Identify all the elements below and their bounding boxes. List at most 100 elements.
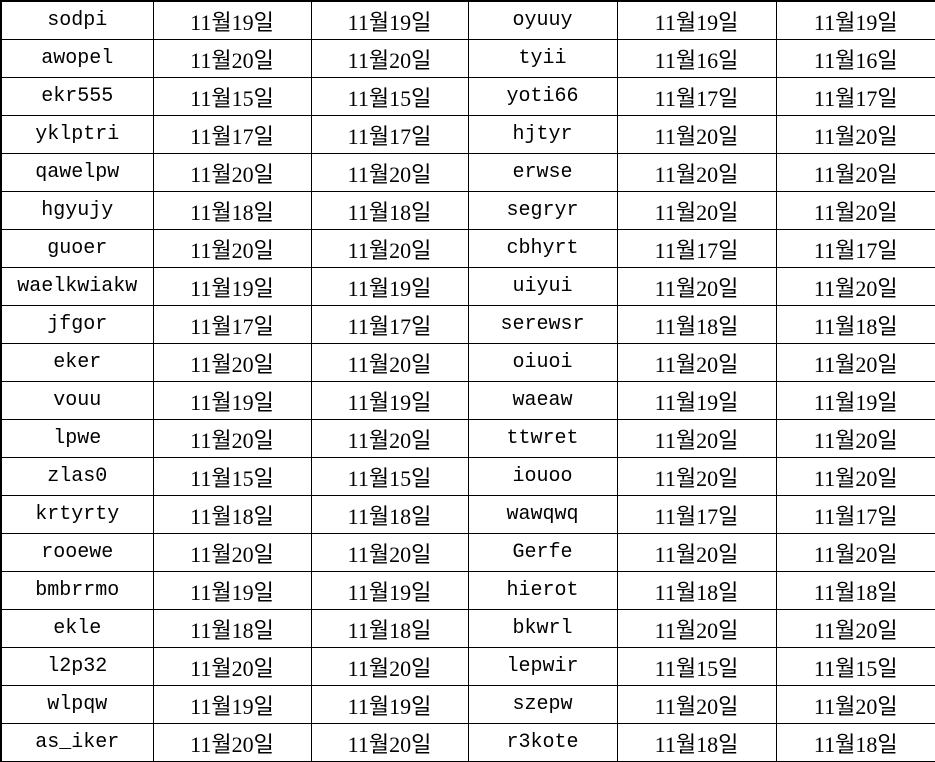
date-cell: 11월20일 bbox=[152, 343, 312, 382]
date-cell: 11월19일 bbox=[310, 0, 469, 40]
date-cell: 11월19일 bbox=[310, 381, 469, 420]
date-cell: 11월19일 bbox=[152, 381, 312, 420]
date-cell: 11월19일 bbox=[616, 0, 777, 40]
date-cell: 11월18일 bbox=[775, 723, 935, 762]
identifier-cell: ttwret bbox=[467, 419, 618, 458]
identifier-cell: rooewe bbox=[0, 533, 154, 572]
date-cell: 11월20일 bbox=[152, 647, 312, 686]
table-row: qawelpw 11월20일 11월20일 erwse 11월20일 11월20일 bbox=[0, 153, 935, 192]
identifier-cell: ekle bbox=[0, 609, 154, 648]
date-cell: 11월19일 bbox=[310, 267, 469, 306]
identifier-cell: cbhyrt bbox=[467, 229, 618, 268]
identifier-cell: hierot bbox=[467, 571, 618, 610]
identifier-cell: eker bbox=[0, 343, 154, 382]
table-row: bmbrrmo 11월19일 11월19일 hierot 11월18일 11월18일 bbox=[0, 571, 935, 610]
date-cell: 11월18일 bbox=[775, 571, 935, 610]
date-cell: 11월20일 bbox=[152, 723, 312, 762]
identifier-cell: oiuoi bbox=[467, 343, 618, 382]
identifier-cell: oyuuy bbox=[467, 0, 618, 40]
identifier-cell: wlpqw bbox=[0, 685, 154, 724]
date-cell: 11월16일 bbox=[616, 39, 777, 78]
date-cell: 11월18일 bbox=[152, 495, 312, 534]
identifier-cell: serewsr bbox=[467, 305, 618, 344]
identifier-cell: bkwrl bbox=[467, 609, 618, 648]
date-cell: 11월20일 bbox=[616, 457, 777, 496]
date-cell: 11월20일 bbox=[775, 609, 935, 648]
date-cell: 11월18일 bbox=[775, 305, 935, 344]
date-cell: 11월20일 bbox=[310, 153, 469, 192]
table-row: sodpi 11월19일 11월19일 oyuuy 11월19일 11월19일 bbox=[0, 0, 935, 40]
table-row: ekle 11월18일 11월18일 bkwrl 11월20일 11월20일 bbox=[0, 609, 935, 648]
table-row: lpwe 11월20일 11월20일 ttwret 11월20일 11월20일 bbox=[0, 419, 935, 458]
date-cell: 11월20일 bbox=[310, 39, 469, 78]
date-cell: 11월15일 bbox=[152, 457, 312, 496]
date-cell: 11월17일 bbox=[310, 305, 469, 344]
date-cell: 11월19일 bbox=[310, 685, 469, 724]
identifier-cell: erwse bbox=[467, 153, 618, 192]
date-cell: 11월20일 bbox=[310, 723, 469, 762]
identifier-cell: bmbrrmo bbox=[0, 571, 154, 610]
date-cell: 11월20일 bbox=[616, 685, 777, 724]
date-cell: 11월20일 bbox=[152, 533, 312, 572]
date-cell: 11월17일 bbox=[775, 495, 935, 534]
date-cell: 11월19일 bbox=[775, 0, 935, 40]
identifier-cell: segryr bbox=[467, 191, 618, 230]
identifier-cell: yklptri bbox=[0, 115, 154, 154]
date-cell: 11월15일 bbox=[775, 647, 935, 686]
table-row: hgyujy 11월18일 11월18일 segryr 11월20일 11월20일 bbox=[0, 191, 935, 230]
date-cell: 11월20일 bbox=[616, 267, 777, 306]
table-row: krtyrty 11월18일 11월18일 wawqwq 11월17일 11월17일 bbox=[0, 495, 935, 534]
date-cell: 11월19일 bbox=[775, 381, 935, 420]
table-row: zlas0 11월15일 11월15일 iouoo 11월20일 11월20일 bbox=[0, 457, 935, 496]
date-cell: 11월15일 bbox=[152, 77, 312, 116]
date-cell: 11월18일 bbox=[616, 305, 777, 344]
date-cell: 11월20일 bbox=[310, 229, 469, 268]
date-cell: 11월20일 bbox=[152, 229, 312, 268]
identifier-cell: lpwe bbox=[0, 419, 154, 458]
identifier-cell: hjtyr bbox=[467, 115, 618, 154]
date-cell: 11월20일 bbox=[616, 533, 777, 572]
date-cell: 11월20일 bbox=[775, 533, 935, 572]
date-cell: 11월20일 bbox=[616, 609, 777, 648]
identifier-cell: uiyui bbox=[467, 267, 618, 306]
identifier-cell: krtyrty bbox=[0, 495, 154, 534]
date-cell: 11월18일 bbox=[616, 723, 777, 762]
identifier-cell: l2p32 bbox=[0, 647, 154, 686]
identifier-cell: yoti66 bbox=[467, 77, 618, 116]
identifier-cell: qawelpw bbox=[0, 153, 154, 192]
date-cell: 11월19일 bbox=[152, 571, 312, 610]
table-row: guoer 11월20일 11월20일 cbhyrt 11월17일 11월17일 bbox=[0, 229, 935, 268]
date-cell: 11월16일 bbox=[775, 39, 935, 78]
date-cell: 11월20일 bbox=[152, 419, 312, 458]
date-cell: 11월19일 bbox=[152, 685, 312, 724]
date-cell: 11월18일 bbox=[310, 609, 469, 648]
date-cell: 11월17일 bbox=[616, 77, 777, 116]
date-cell: 11월17일 bbox=[310, 115, 469, 154]
date-cell: 11월18일 bbox=[310, 495, 469, 534]
date-cell: 11월20일 bbox=[775, 191, 935, 230]
identifier-cell: Gerfe bbox=[467, 533, 618, 572]
date-cell: 11월19일 bbox=[152, 0, 312, 40]
identifier-cell: waelkwiakw bbox=[0, 267, 154, 306]
date-cell: 11월20일 bbox=[616, 419, 777, 458]
date-cell: 11월20일 bbox=[310, 533, 469, 572]
date-cell: 11월17일 bbox=[616, 229, 777, 268]
date-cell: 11월17일 bbox=[775, 77, 935, 116]
identifier-cell: iouoo bbox=[467, 457, 618, 496]
date-cell: 11월15일 bbox=[310, 457, 469, 496]
date-cell: 11월20일 bbox=[775, 343, 935, 382]
table-row: yklptri 11월17일 11월17일 hjtyr 11월20일 11월20일 bbox=[0, 115, 935, 154]
identifier-cell: lepwir bbox=[467, 647, 618, 686]
date-cell: 11월20일 bbox=[775, 685, 935, 724]
identifier-cell: szepw bbox=[467, 685, 618, 724]
table-row: wlpqw 11월19일 11월19일 szepw 11월20일 11월20일 bbox=[0, 685, 935, 724]
date-cell: 11월17일 bbox=[616, 495, 777, 534]
identifier-cell: hgyujy bbox=[0, 191, 154, 230]
identifier-cell: ekr555 bbox=[0, 77, 154, 116]
date-cell: 11월18일 bbox=[310, 191, 469, 230]
identifier-cell: wawqwq bbox=[467, 495, 618, 534]
identifier-cell: guoer bbox=[0, 229, 154, 268]
identifier-cell: jfgor bbox=[0, 305, 154, 344]
